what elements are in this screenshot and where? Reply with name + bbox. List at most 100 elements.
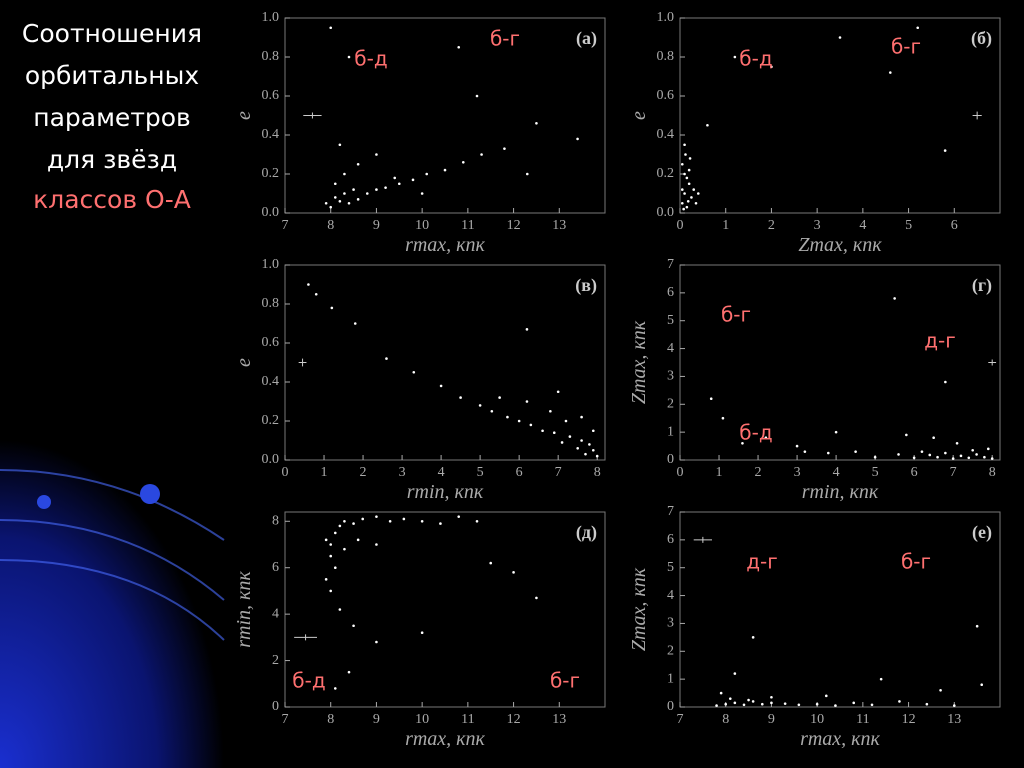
data-point — [764, 436, 768, 440]
data-point — [986, 447, 990, 451]
plot-frame — [679, 511, 1001, 708]
data-point — [944, 380, 947, 384]
data-point — [338, 143, 342, 147]
annotation: б-г — [891, 35, 921, 59]
x-tick-label: 6 — [911, 465, 918, 480]
data-point — [975, 453, 978, 456]
data-point — [564, 419, 568, 423]
data-point — [541, 429, 544, 433]
data-point — [751, 700, 755, 703]
plot-frame — [284, 511, 606, 708]
x-tick-label: 4 — [438, 465, 445, 480]
data-point — [338, 524, 342, 528]
data-point — [420, 631, 424, 635]
data-point — [770, 701, 773, 705]
data-point — [347, 55, 351, 59]
data-point — [329, 26, 333, 30]
y-tick-label: 5 — [667, 560, 674, 575]
data-point — [588, 443, 591, 446]
x-tick-label: 12 — [902, 712, 916, 727]
x-tick-label: 13 — [947, 712, 961, 727]
data-point — [595, 454, 599, 458]
data-point — [480, 153, 483, 156]
data-point — [692, 188, 696, 191]
x-tick-label: 5 — [905, 218, 912, 233]
data-point — [838, 36, 842, 39]
annotation: б-г — [901, 550, 931, 574]
data-point — [457, 45, 461, 49]
data-point — [939, 688, 942, 692]
data-point — [420, 192, 424, 195]
data-point — [338, 200, 342, 203]
data-point — [912, 456, 916, 460]
y-tick-label: 2 — [667, 397, 674, 412]
data-point — [980, 683, 984, 687]
data-point — [770, 695, 773, 699]
data-point — [733, 672, 737, 675]
data-point — [747, 698, 750, 702]
x-tick-label: 4 — [833, 465, 840, 480]
y-axis-label: Zmax, кпк — [628, 320, 650, 404]
annotation: б-г — [721, 303, 751, 327]
y-tick-label: 4 — [272, 606, 279, 621]
data-point — [517, 419, 521, 423]
panel-label: (в) — [575, 275, 597, 296]
y-tick-label: 0.8 — [262, 296, 280, 311]
data-point — [733, 55, 737, 59]
x-tick-label: 4 — [859, 218, 866, 233]
y-tick-label: 2 — [667, 644, 674, 659]
y-axis-label: Zmax, кпк — [628, 567, 650, 651]
y-tick-label: 0.6 — [657, 88, 675, 103]
annotation: б-д — [739, 421, 772, 445]
x-tick-label: 10 — [810, 712, 824, 727]
x-tick-label: 9 — [373, 218, 380, 233]
data-point — [576, 137, 579, 141]
x-tick-label: 5 — [477, 465, 484, 480]
data-point — [721, 416, 725, 420]
data-point — [724, 702, 728, 706]
data-point — [576, 447, 579, 450]
data-point — [971, 448, 974, 452]
plot-frame — [679, 264, 1001, 461]
data-point — [893, 297, 896, 300]
data-point — [535, 596, 538, 600]
x-tick-label: 6 — [951, 218, 958, 233]
panel-label: (а) — [576, 28, 597, 49]
title-line: параметров — [33, 103, 191, 132]
data-point — [683, 143, 686, 147]
data-point — [975, 624, 979, 628]
x-tick-label: 2 — [360, 465, 367, 480]
y-tick-label: 0 — [667, 699, 674, 714]
data-point — [854, 450, 857, 453]
x-axis-label: rmax, кпк — [405, 728, 485, 750]
y-tick-label: 2 — [272, 653, 279, 668]
annotation: б-г — [550, 669, 580, 693]
data-point — [343, 519, 346, 523]
data-point — [685, 205, 689, 209]
data-point — [333, 566, 337, 570]
data-point — [556, 390, 560, 394]
x-tick-label: 7 — [677, 712, 684, 727]
data-point — [897, 453, 900, 456]
y-tick-label: 3 — [667, 616, 674, 631]
y-tick-label: 0.8 — [657, 49, 675, 64]
panel-label: (б) — [971, 28, 992, 49]
data-point — [329, 543, 333, 546]
data-point — [932, 436, 935, 440]
data-point — [506, 415, 509, 419]
y-tick-label: 0.2 — [262, 413, 280, 428]
data-point — [687, 182, 691, 186]
annotation: б-д — [354, 47, 387, 71]
data-point — [905, 433, 908, 437]
x-axis-label: Zmax, кпк — [798, 234, 882, 256]
x-tick-label: 11 — [856, 712, 869, 727]
data-point — [694, 201, 698, 205]
data-point — [684, 153, 687, 156]
data-point — [347, 670, 351, 674]
data-point — [916, 26, 920, 30]
data-point — [715, 704, 718, 707]
data-point — [852, 701, 856, 705]
data-point — [352, 624, 355, 628]
data-point — [683, 192, 686, 195]
data-point — [375, 543, 378, 546]
